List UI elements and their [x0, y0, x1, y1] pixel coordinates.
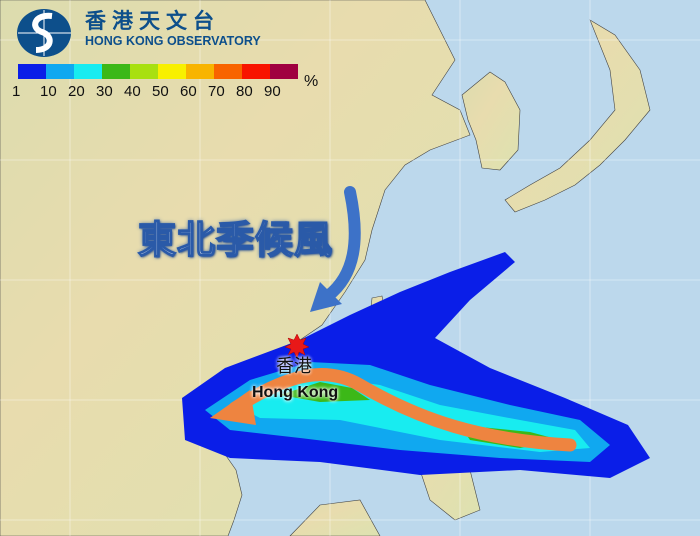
legend-swatch	[270, 64, 298, 79]
hong-kong-marker-icon	[284, 333, 310, 359]
legend-unit: %	[304, 73, 319, 90]
monsoon-arrow-head	[310, 282, 342, 312]
legend-swatch	[18, 64, 46, 79]
track-arrow-head	[210, 390, 256, 425]
legend-swatch	[130, 64, 158, 79]
legend-swatch	[74, 64, 102, 79]
japan	[504, 19, 651, 213]
legend-ticks: 1 10 20 30 40 50 60 70 80 90	[12, 83, 292, 100]
legend-swatch	[46, 64, 74, 79]
band-30-40	[280, 382, 370, 402]
track-arrow	[228, 368, 577, 452]
monsoon-arrow	[322, 186, 361, 302]
korea	[461, 71, 521, 171]
hko-logo-icon	[17, 9, 71, 57]
legend-tick: 10	[40, 83, 57, 100]
legend-tick: 20	[68, 83, 85, 100]
legend-swatch	[186, 64, 214, 79]
city-label-cn: 香港	[276, 356, 312, 377]
mainland-asia	[0, 0, 471, 536]
legend-tick: 30	[96, 83, 113, 100]
borneo	[289, 499, 381, 536]
org-name-en: HONG KONG OBSERVATORY	[85, 34, 261, 48]
legend-swatch	[214, 64, 242, 79]
legend-swatch	[158, 64, 186, 79]
org-name-cn: 香港天文台	[85, 9, 220, 33]
legend-tick: 1	[12, 83, 21, 100]
legend-tick: 50	[152, 83, 169, 100]
legend-tick: 70	[208, 83, 225, 100]
color-legend	[18, 64, 298, 79]
city-label-en: Hong Kong	[252, 384, 339, 401]
legend-tick: 90	[264, 83, 281, 100]
legend-swatch	[102, 64, 130, 79]
legend-tick: 60	[180, 83, 197, 100]
legend-tick: 80	[236, 83, 253, 100]
legend-swatch	[242, 64, 270, 79]
monsoon-label: 東北季候風	[137, 217, 334, 263]
legend-tick: 40	[124, 83, 141, 100]
